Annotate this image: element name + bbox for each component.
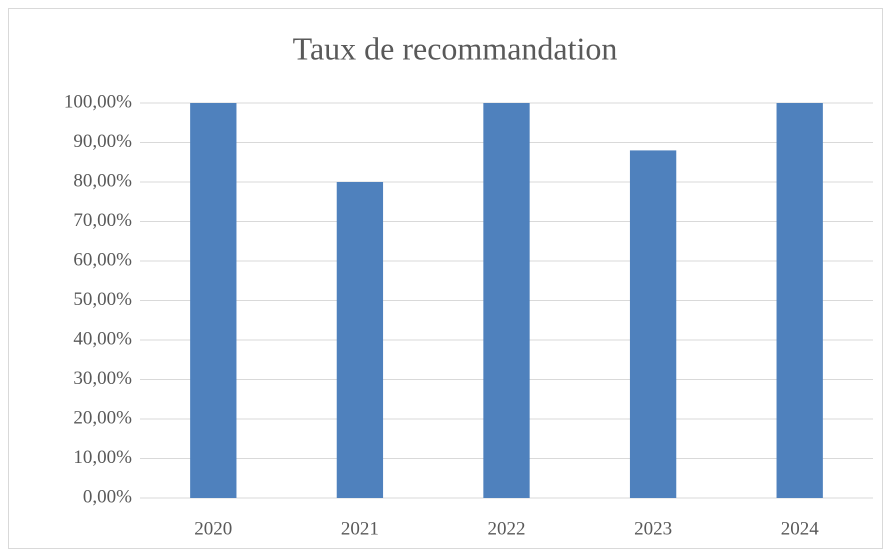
bar <box>190 103 237 498</box>
y-tick-label: 20,00% <box>73 407 132 428</box>
bar <box>776 103 823 498</box>
y-tick-label: 10,00% <box>73 447 132 468</box>
bar <box>483 103 530 498</box>
y-tick-label: 30,00% <box>73 368 132 389</box>
y-tick-label: 70,00% <box>73 210 132 231</box>
y-tick-label: 100,00% <box>64 91 132 112</box>
chart-title: Taux de recommandation <box>293 30 618 66</box>
y-tick-label: 50,00% <box>73 289 132 310</box>
y-tick-label: 60,00% <box>73 249 132 270</box>
y-tick-label: 90,00% <box>73 131 132 152</box>
chart-border <box>8 8 883 549</box>
x-tick-label: 2021 <box>341 518 379 539</box>
x-tick-label: 2022 <box>488 518 526 539</box>
x-tick-label: 2024 <box>781 518 820 539</box>
x-tick-label: 2020 <box>194 518 232 539</box>
y-tick-label: 80,00% <box>73 170 132 191</box>
y-tick-label: 0,00% <box>83 486 132 507</box>
x-tick-label: 2023 <box>634 518 672 539</box>
bar <box>629 150 677 498</box>
y-tick-label: 40,00% <box>73 328 132 349</box>
bar <box>336 182 384 498</box>
